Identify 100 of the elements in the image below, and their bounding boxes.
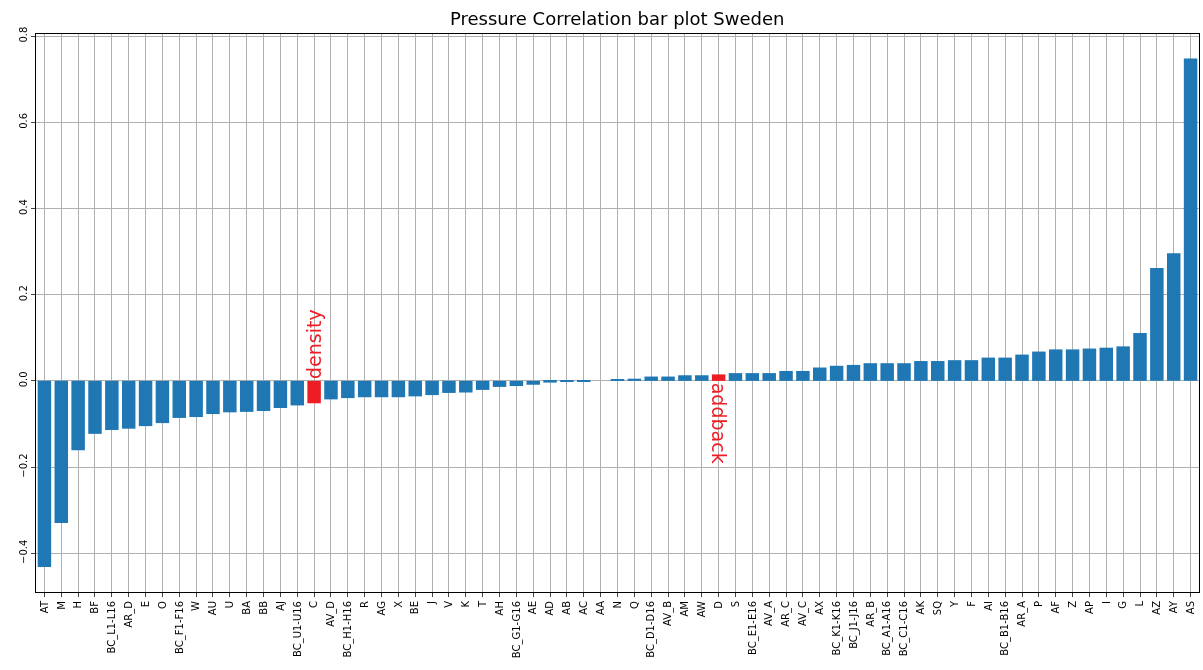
x-tick-label: AS	[1184, 601, 1196, 615]
bar	[762, 373, 776, 381]
bar	[71, 380, 85, 451]
bar	[998, 357, 1012, 381]
bar	[813, 367, 827, 381]
x-tick-label: AR_A	[1016, 600, 1029, 627]
y-tick-label: 0.8	[18, 26, 29, 43]
x-tick-label: AD	[544, 600, 556, 616]
bar	[745, 373, 760, 381]
x-tick-label: BC_K1-K16	[830, 601, 843, 656]
x-tick-label: AK	[915, 600, 927, 615]
bar	[711, 374, 726, 381]
bar	[661, 376, 675, 381]
x-tick-label: Q	[628, 600, 640, 609]
bar	[273, 380, 288, 409]
bar	[880, 363, 894, 381]
x-tick-label: D	[712, 600, 724, 609]
x-tick-label: BC_B1-B16	[999, 601, 1012, 656]
x-tick-label: M	[55, 601, 67, 610]
x-tick-label: P	[1033, 601, 1045, 608]
bar	[442, 380, 456, 393]
bar	[964, 360, 979, 381]
x-tick-label: AZ	[1151, 600, 1163, 615]
x-tick-label: AR_B	[864, 600, 877, 627]
x-tick-label: BC_A1-A16	[881, 601, 894, 656]
y-tick-label: 0.4	[18, 199, 29, 215]
x-tick-label: AV_A	[763, 600, 776, 626]
x-tick-label: X	[392, 600, 404, 608]
bar	[543, 380, 557, 383]
x-tick-label: AX	[814, 600, 826, 615]
x-tick-label: SQ	[932, 600, 943, 616]
bar	[492, 380, 507, 387]
bar	[1065, 349, 1080, 381]
x-tick-label: N	[611, 601, 623, 609]
x-tick-label: BE	[409, 601, 421, 615]
x-tick-label: E	[139, 601, 151, 608]
bar	[796, 370, 810, 381]
x-tick-label: BC_F1-F16	[173, 601, 186, 654]
bar	[290, 380, 304, 406]
bar	[475, 380, 490, 390]
bar	[981, 357, 996, 381]
x-tick-label: U	[224, 601, 236, 609]
bar	[223, 380, 237, 413]
x-tick-label: AW	[696, 600, 708, 618]
x-tick-label: C	[308, 600, 320, 608]
bar	[526, 380, 540, 385]
bar	[1032, 351, 1046, 381]
bar	[189, 380, 203, 418]
bar	[357, 380, 372, 398]
x-tick-label: R	[358, 600, 370, 608]
bar	[138, 380, 153, 427]
x-tick-label: BC_G1-G16	[510, 601, 523, 659]
bar	[408, 380, 422, 397]
bar	[155, 380, 170, 424]
x-tick-label: AV_D	[325, 600, 338, 627]
x-tick-label: AV_B	[662, 600, 675, 626]
annotation: density	[303, 309, 326, 379]
bar	[1048, 349, 1063, 381]
bar	[374, 380, 389, 398]
bar	[1015, 354, 1029, 381]
bar	[897, 363, 911, 381]
bar	[1082, 348, 1097, 381]
x-tick-label: AY	[1167, 600, 1179, 614]
x-tick-label: L	[1134, 600, 1146, 607]
bar	[829, 365, 844, 381]
bar	[728, 373, 743, 381]
annotation: addback	[707, 382, 730, 464]
bar	[425, 380, 439, 396]
x-tick-label: AE	[527, 601, 539, 615]
x-tick-label: BC_L1-L16	[106, 601, 119, 654]
x-tick-label: Y	[948, 600, 960, 609]
x-tick-label: K	[460, 600, 472, 608]
x-tick-label: T	[476, 600, 488, 609]
x-tick-label: AR_C	[780, 600, 793, 627]
x-tick-label: J	[426, 601, 438, 605]
bar	[256, 380, 271, 412]
x-tick-label: AF	[1049, 600, 1061, 614]
bar	[324, 380, 338, 400]
bar	[914, 361, 928, 381]
bar	[172, 380, 187, 418]
x-tick-label: AP	[1083, 601, 1095, 614]
x-tick-label: AI	[982, 601, 994, 611]
x-tick-label: BA	[240, 600, 252, 615]
x-tick-label: AU	[207, 601, 219, 616]
x-tick-label: AJ	[274, 601, 286, 611]
bar	[88, 380, 102, 434]
y-tick-label: −0.2	[18, 453, 29, 478]
bar	[1116, 346, 1130, 381]
bar	[307, 380, 321, 404]
x-tick-label: AB	[561, 600, 573, 615]
x-tick-label: AV_C	[797, 600, 810, 627]
bar	[341, 380, 355, 399]
bar	[695, 375, 709, 381]
bar	[239, 380, 254, 412]
bar	[644, 376, 658, 381]
x-tick-label: I	[1100, 601, 1112, 604]
x-tick-label: H	[72, 601, 84, 609]
x-tick-label: AG	[375, 601, 387, 616]
x-tick-label: BC_E1-E16	[746, 601, 759, 655]
y-tick-label: 0.0	[18, 371, 29, 388]
